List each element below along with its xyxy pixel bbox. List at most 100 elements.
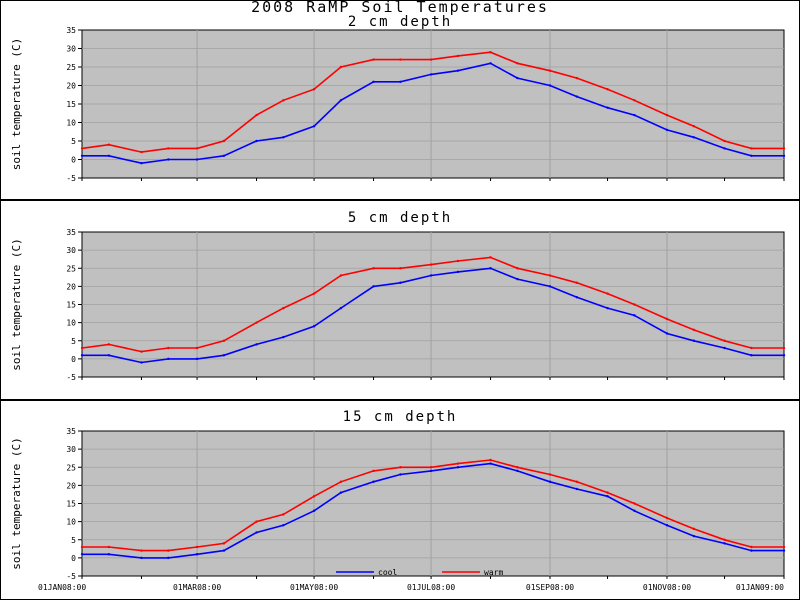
data-point-cool	[692, 136, 696, 139]
data-point-warm	[606, 491, 609, 494]
x-tick-label: 01NOV08:00	[643, 583, 691, 592]
y-tick-label: 15	[66, 301, 76, 310]
data-point-warm	[222, 339, 226, 342]
y-tick-label: 10	[66, 319, 76, 328]
data-point-warm	[140, 350, 143, 353]
data-point-warm	[255, 321, 258, 324]
data-point-warm	[339, 65, 343, 69]
data-point-cool	[750, 549, 753, 552]
x-tick-label: 01MAY08:00	[290, 583, 338, 592]
data-point-warm	[80, 545, 84, 549]
data-point-warm	[399, 267, 402, 270]
data-point-warm	[692, 328, 696, 332]
y-axis-label: soil temperature (C)	[10, 238, 23, 370]
data-point-cool	[489, 267, 492, 270]
data-point-warm	[665, 516, 669, 520]
x-tick-label: 01JAN08:00	[38, 583, 86, 592]
data-point-warm	[489, 256, 492, 259]
data-point-warm	[167, 549, 170, 552]
data-point-cool	[489, 462, 492, 465]
data-point-warm	[723, 339, 726, 342]
data-point-warm	[575, 480, 579, 483]
data-point-warm	[195, 346, 199, 350]
y-tick-label: 35	[66, 228, 76, 237]
data-point-warm	[255, 113, 258, 117]
data-point-cool	[575, 296, 579, 299]
data-point-cool	[456, 270, 460, 274]
data-point-warm	[456, 54, 460, 58]
data-point-warm	[80, 147, 84, 150]
data-point-warm	[723, 538, 726, 541]
x-tick-label: 01SEP08:00	[526, 583, 574, 592]
data-point-cool	[606, 106, 609, 109]
data-point-cool	[255, 531, 258, 534]
data-point-cool	[575, 95, 579, 98]
data-point-cool	[429, 274, 433, 277]
data-point-cool	[399, 281, 402, 284]
data-point-cool	[489, 62, 492, 65]
data-point-cool	[782, 549, 786, 552]
data-point-warm	[107, 545, 111, 549]
y-tick-label: 0	[71, 355, 76, 364]
y-tick-label: -5	[66, 572, 76, 581]
data-point-warm	[312, 88, 316, 91]
data-point-warm	[633, 502, 636, 505]
data-point-warm	[107, 143, 111, 146]
data-point-warm	[312, 495, 316, 498]
data-point-warm	[575, 76, 579, 80]
data-point-cool	[282, 136, 285, 139]
y-tick-label: 25	[66, 463, 76, 472]
y-tick-label: 20	[66, 82, 76, 91]
data-point-warm	[372, 469, 375, 473]
data-point-cool	[80, 354, 84, 357]
y-tick-label: 0	[71, 554, 76, 563]
legend-label-cool: cool	[378, 568, 397, 577]
data-point-cool	[782, 354, 786, 357]
data-point-cool	[107, 154, 111, 157]
data-point-warm	[429, 263, 433, 266]
data-point-cool	[456, 69, 460, 72]
data-point-cool	[399, 473, 402, 476]
data-point-warm	[723, 139, 726, 143]
data-point-cool	[255, 139, 258, 143]
panel-title: 5 cm depth	[348, 210, 452, 226]
data-point-warm	[399, 466, 402, 469]
main-title: 2008 RaMP Soil Temperatures	[251, 0, 549, 16]
data-point-cool	[372, 480, 375, 483]
data-point-warm	[372, 267, 375, 270]
data-point-warm	[429, 58, 433, 61]
y-tick-label: -5	[66, 174, 76, 183]
data-point-cool	[429, 469, 433, 473]
data-point-cool	[548, 84, 552, 87]
data-point-warm	[665, 317, 669, 321]
data-point-cool	[167, 158, 170, 161]
data-point-warm	[548, 274, 552, 277]
data-point-cool	[80, 154, 84, 157]
data-point-cool	[516, 277, 519, 281]
data-point-cool	[107, 553, 111, 556]
data-point-cool	[633, 509, 636, 512]
y-tick-label: 10	[66, 119, 76, 128]
data-point-cool	[339, 99, 343, 102]
data-point-warm	[665, 113, 669, 117]
data-point-cool	[665, 128, 669, 132]
data-point-warm	[516, 267, 519, 270]
data-point-warm	[575, 281, 579, 284]
data-point-warm	[692, 125, 696, 128]
data-point-warm	[516, 466, 519, 469]
data-point-cool	[195, 357, 199, 361]
data-point-warm	[339, 480, 343, 483]
data-point-warm	[606, 88, 609, 91]
data-point-cool	[750, 154, 753, 157]
data-point-warm	[750, 346, 753, 350]
data-point-cool	[665, 524, 669, 527]
data-point-warm	[489, 51, 492, 54]
data-point-cool	[692, 339, 696, 342]
data-point-warm	[516, 62, 519, 65]
data-point-cool	[633, 314, 636, 317]
data-point-warm	[140, 150, 143, 154]
data-point-cool	[312, 509, 316, 512]
data-point-warm	[633, 303, 636, 306]
